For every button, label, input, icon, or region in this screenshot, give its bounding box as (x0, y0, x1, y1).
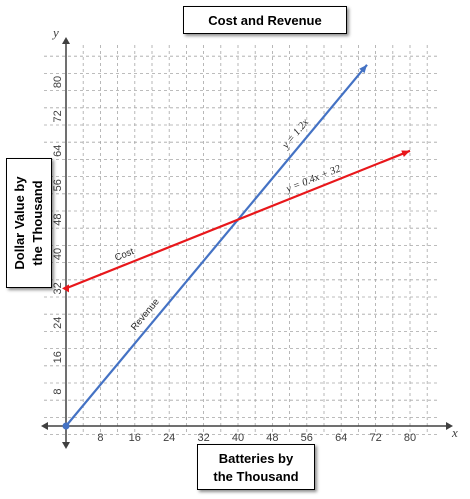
chart-title: Cost and Revenue (183, 6, 347, 34)
x-axis-letter: x (451, 425, 458, 440)
y-tick-label: 32 (52, 282, 64, 294)
y-axis-label: Dollar Value by the Thousand (12, 176, 45, 270)
x-axis-label: Batteries by the Thousand (213, 451, 299, 484)
x-tick-label: 16 (129, 432, 141, 444)
revenue-end-arrow (359, 64, 367, 74)
x-tick-label: 24 (163, 432, 175, 444)
x-axis-arrow-left (41, 422, 48, 430)
x-axis-arrow-right (446, 422, 453, 430)
x-axis-label-box: Batteries by the Thousand (197, 444, 315, 490)
revenue-name-label: Revenue (129, 297, 162, 333)
y-tick-label: 56 (52, 179, 64, 191)
revenue-line (65, 64, 368, 427)
x-tick-label: 64 (335, 432, 347, 444)
y-tick-label: 16 (52, 351, 64, 363)
x-tick-label: 80 (404, 432, 416, 444)
y-axis-arrow-up (62, 37, 70, 44)
y-tick-label: 72 (52, 110, 64, 122)
cost-start-point (62, 284, 69, 293)
y-axis-letter: y (51, 25, 59, 40)
axes: xy (41, 25, 458, 449)
y-tick-label: 64 (52, 145, 64, 157)
y-axis-arrow-down (62, 442, 70, 449)
y-tick-label: 48 (52, 213, 64, 225)
cost-end-arrow (401, 150, 410, 158)
revenue-start-point (62, 422, 70, 430)
cost-line (65, 149, 411, 290)
y-axis-label-box: Dollar Value by the Thousand (6, 158, 52, 288)
y-tick-label: 24 (52, 317, 64, 329)
tick-labels: 8 16 24 32 40 48 56 64 72 80 8 16 24 32 40 48 56 64 72 80 (52, 76, 416, 444)
x-tick-label: 8 (97, 432, 103, 444)
y-tick-label: 40 (52, 248, 64, 260)
y-tick-label: 80 (52, 76, 64, 88)
x-tick-label: 32 (197, 432, 209, 444)
x-tick-label: 48 (266, 432, 278, 444)
revenue-equation-label: y = 1.2x (280, 117, 312, 152)
cost-equation-label: y = 0.4x + 32 (284, 163, 343, 195)
grid (44, 45, 438, 436)
y-tick-label: 8 (52, 389, 64, 395)
x-tick-label: 72 (369, 432, 381, 444)
x-tick-label: 56 (301, 432, 313, 444)
x-tick-label: 40 (232, 432, 244, 444)
